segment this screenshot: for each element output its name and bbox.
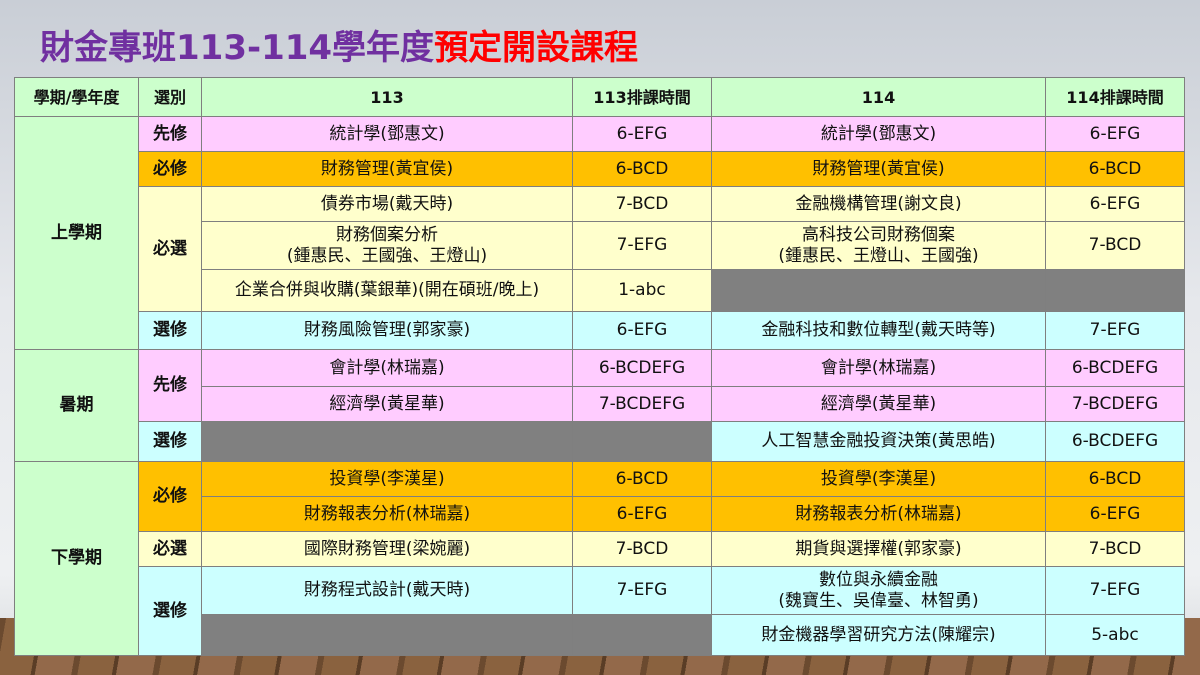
course-113-cell: 企業合併與收購(葉銀華)(開在碩班/晚上) (201, 269, 573, 312)
unavailable-cell (711, 269, 1046, 312)
course-113-cell: 財務管理(黃宜侯) (201, 151, 573, 187)
time-113-cell: 7-BCD (572, 531, 712, 567)
course-114-cell: 財務管理(黃宜侯) (711, 151, 1046, 187)
time-114-cell: 6-BCD (1045, 461, 1185, 497)
table-row: 企業合併與收購(葉銀華)(開在碩班/晚上) 1-abc (15, 269, 1185, 312)
category-cell: 必修 (138, 151, 202, 187)
time-114-cell: 7-BCD (1045, 221, 1185, 270)
course-113-cell: 國際財務管理(梁婉麗) (201, 531, 573, 567)
table-row: 財金機器學習研究方法(陳耀宗) 5-abc (15, 614, 1185, 656)
course-113-cell: 投資學(李漢星) (201, 461, 573, 497)
table-row: 暑期 先修 會計學(林瑞嘉) 6-BCDEFG 會計學(林瑞嘉) 6-BCDEFG (14, 349, 1185, 462)
time-113-cell: 7-EFG (572, 221, 712, 270)
unavailable-cell (201, 614, 573, 656)
course-114-cell: 期貨與選擇權(郭家豪) (711, 531, 1046, 567)
course-114-cell: 統計學(鄧惠文) (711, 116, 1046, 152)
unavailable-cell (572, 614, 712, 656)
table-row: 經濟學(黃星華) 7-BCDEFG 經濟學(黃星華) 7-BCDEFG (15, 386, 1185, 422)
table-row: 下學期 必修 投資學(李漢星) 6-BCD 投資學(李漢星) 6-BCD (14, 461, 1185, 656)
course-113-cell: 財務風險管理(郭家豪) (201, 311, 573, 350)
table-row: 財務報表分析(林瑞嘉) 6-EFG 財務報表分析(林瑞嘉) 6-EFG (15, 496, 1185, 532)
course-schedule-table: 學期/學年度 選別 113 113排課時間 114 114排課時間 上學期 先修統… (14, 77, 1185, 656)
course-113-cell: 經濟學(黃星華) (201, 386, 573, 422)
table-row: 選修 財務風險管理(郭家豪) 6-EFG 金融科技和數位轉型(戴天時等) 7-EFG (15, 311, 1185, 350)
time-113-cell: 7-BCD (572, 186, 712, 222)
table-row: 選修 人工智慧金融投資決策(黃思皓) 6-BCDEFG (15, 421, 1185, 462)
category-cell: 選修 (138, 421, 202, 462)
unavailable-cell (1045, 269, 1185, 312)
time-113-cell: 6-BCDEFG (572, 349, 712, 387)
header-semester: 學期/學年度 (14, 77, 139, 117)
header-category: 選別 (138, 77, 202, 117)
course-114-cell: 財金機器學習研究方法(陳耀宗) (711, 614, 1046, 656)
table-row: 上學期 先修 統計學(鄧惠文) 6-EFG 統計學(鄧惠文) 6-EFG (14, 116, 1185, 350)
course-113-cell: 債券市場(戴天時) (201, 186, 573, 222)
semester-cell: 上學期 (14, 116, 139, 350)
course-113-cell: 財務個案分析 (鍾惠民、王國強、王燈山) (201, 221, 573, 270)
time-114-cell: 7-EFG (1045, 566, 1185, 615)
table-row: 必修 財務管理(黃宜侯) 6-BCD 財務管理(黃宜侯) 6-BCD (15, 151, 1185, 187)
time-114-cell: 6-BCDEFG (1045, 349, 1185, 387)
time-113-cell: 7-BCDEFG (572, 386, 712, 422)
table-row: 必選 債券市場(戴天時) 7-BCD 金融機構管理(謝文良) 6-EFG (15, 186, 1185, 312)
course-114-cell: 經濟學(黃星華) (711, 386, 1046, 422)
category-cell: 選修 (138, 311, 202, 350)
category-cell: 必選 (138, 531, 202, 567)
title-main: 財金專班113-114學年度 (40, 28, 435, 68)
semester-cell: 下學期 (14, 461, 139, 656)
time-114-cell: 6-BCD (1045, 151, 1185, 187)
category-cell: 先修 (138, 349, 202, 422)
title-highlight: 預定開設課程 (434, 28, 639, 68)
table-row: 選修 財務程式設計(戴天時) 7-EFG 數位與永續金融 (魏寶生、吳偉臺、林智勇) 7… (15, 566, 1185, 656)
semester-cell: 暑期 (14, 349, 139, 462)
header-113-time: 113排課時間 (572, 77, 712, 117)
course-114-cell: 人工智慧金融投資決策(黃思皓) (711, 421, 1046, 462)
course-114-cell: 數位與永續金融 (魏寶生、吳偉臺、林智勇) (711, 566, 1046, 615)
header-113: 113 (201, 77, 573, 117)
time-113-cell: 6-EFG (572, 496, 712, 532)
header-114: 114 (711, 77, 1046, 117)
time-113-cell: 6-BCD (572, 461, 712, 497)
header-row: 學期/學年度 選別 113 113排課時間 114 114排課時間 (14, 77, 1185, 117)
time-114-cell: 6-BCDEFG (1045, 421, 1185, 462)
table-row: 財務個案分析 (鍾惠民、王國強、王燈山) 7-EFG 高科技公司財務個案 (鍾惠民、… (15, 221, 1185, 270)
header-114-time: 114排課時間 (1045, 77, 1185, 117)
course-114-cell: 高科技公司財務個案 (鍾惠民、王燈山、王國強) (711, 221, 1046, 270)
unavailable-cell (201, 421, 573, 462)
course-113-cell: 財務報表分析(林瑞嘉) (201, 496, 573, 532)
time-114-cell: 7-EFG (1045, 311, 1185, 350)
time-114-cell: 5-abc (1045, 614, 1185, 656)
course-114-cell: 財務報表分析(林瑞嘉) (711, 496, 1046, 532)
course-113-cell: 財務程式設計(戴天時) (201, 566, 573, 615)
category-cell: 先修 (138, 116, 202, 152)
course-113-cell: 統計學(鄧惠文) (201, 116, 573, 152)
time-113-cell: 1-abc (572, 269, 712, 312)
time-113-cell: 7-EFG (572, 566, 712, 615)
category-cell: 選修 (138, 566, 202, 656)
category-cell: 必修 (138, 461, 202, 532)
time-114-cell: 6-EFG (1045, 186, 1185, 222)
time-114-cell: 6-EFG (1045, 116, 1185, 152)
time-114-cell: 7-BCDEFG (1045, 386, 1185, 422)
page-title: 財金專班113-114學年度預定開設課程 (40, 20, 638, 69)
time-114-cell: 6-EFG (1045, 496, 1185, 532)
course-113-cell: 會計學(林瑞嘉) (201, 349, 573, 387)
table-row: 必選 國際財務管理(梁婉麗) 7-BCD 期貨與選擇權(郭家豪) 7-BCD (15, 531, 1185, 567)
category-cell: 必選 (138, 186, 202, 312)
time-114-cell: 7-BCD (1045, 531, 1185, 567)
time-113-cell: 6-BCD (572, 151, 712, 187)
time-113-cell: 6-EFG (572, 311, 712, 350)
course-114-cell: 投資學(李漢星) (711, 461, 1046, 497)
course-114-cell: 會計學(林瑞嘉) (711, 349, 1046, 387)
unavailable-cell (572, 421, 712, 462)
course-114-cell: 金融科技和數位轉型(戴天時等) (711, 311, 1046, 350)
course-114-cell: 金融機構管理(謝文良) (711, 186, 1046, 222)
time-113-cell: 6-EFG (572, 116, 712, 152)
